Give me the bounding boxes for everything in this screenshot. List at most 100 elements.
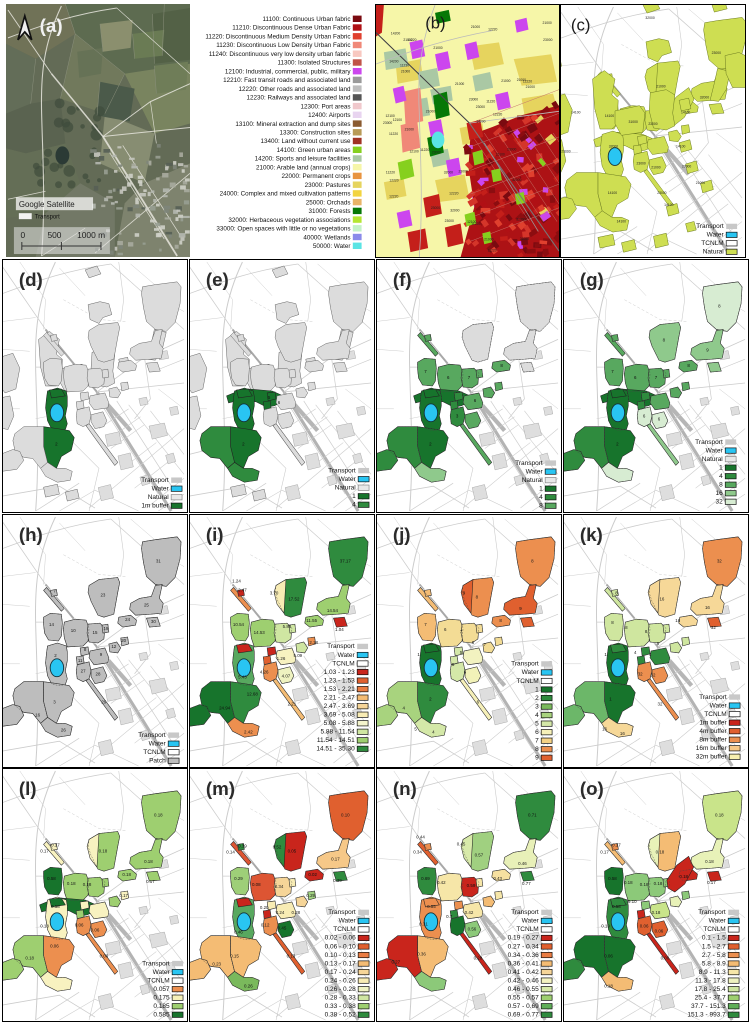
svg-text:23000: 23000 <box>476 105 485 109</box>
svg-text:Water: Water <box>338 652 356 659</box>
svg-text:5.88 - 11.54: 5.88 - 11.54 <box>320 729 355 736</box>
svg-text:0.27: 0.27 <box>391 959 400 964</box>
svg-text:Transport: Transport <box>511 661 539 668</box>
svg-text:11220: 11220 <box>389 132 398 136</box>
svg-text:0.31: 0.31 <box>419 922 428 927</box>
svg-text:4: 4 <box>539 494 543 501</box>
svg-text:12100: 12100 <box>467 220 476 224</box>
svg-text:Patch: Patch <box>149 758 166 765</box>
svg-text:8: 8 <box>500 363 503 368</box>
svg-text:0.29: 0.29 <box>306 893 315 898</box>
svg-text:0.19: 0.19 <box>601 924 610 929</box>
svg-text:23000: 23000 <box>459 169 468 173</box>
svg-text:14200: 14200 <box>391 32 400 36</box>
svg-text:11220: 11220 <box>488 248 497 252</box>
svg-text:7: 7 <box>535 737 539 744</box>
svg-text:0.17 - 0.24: 0.17 - 0.24 <box>325 969 356 976</box>
svg-text:TCNLM: TCNLM <box>147 977 169 984</box>
svg-text:6: 6 <box>643 414 646 419</box>
svg-text:Water: Water <box>522 669 540 676</box>
svg-text:11.54 - 14.51: 11.54 - 14.51 <box>317 737 355 744</box>
svg-text:12220: 12220 <box>493 113 502 117</box>
svg-text:32000: 32000 <box>450 208 459 212</box>
svg-text:23000: 23000 <box>469 98 478 102</box>
svg-text:0: 0 <box>20 230 25 240</box>
svg-text:3.70: 3.70 <box>270 590 279 595</box>
svg-text:5.43: 5.43 <box>238 675 247 680</box>
svg-text:8: 8 <box>615 590 618 595</box>
svg-text:23000: 23000 <box>431 206 440 210</box>
svg-text:0.10: 0.10 <box>628 899 637 904</box>
svg-text:0.45: 0.45 <box>278 926 287 931</box>
svg-text:11210: Discontinuous Dense Urb: 11210: Discontinuous Dense Urban Fabric <box>232 25 350 32</box>
svg-text:0.34: 0.34 <box>275 884 284 889</box>
svg-text:25.4 - 37.7: 25.4 - 37.7 <box>695 994 726 1001</box>
svg-text:11220: Discontinuous Medium De: 11220: Discontinuous Medium Density Urba… <box>205 33 350 40</box>
svg-text:11100: Continuous Urban fabric: 11100: Continuous Urban fabric <box>263 16 351 23</box>
svg-text:14.51 - 35.30: 14.51 - 35.30 <box>316 746 355 753</box>
svg-text:Water: Water <box>706 447 724 454</box>
svg-text:0.18: 0.18 <box>715 813 724 818</box>
svg-text:12.68: 12.68 <box>247 692 259 697</box>
svg-text:151.3 - 993.7: 151.3 - 993.7 <box>687 1012 726 1019</box>
svg-text:Natural: Natural <box>703 249 725 256</box>
svg-text:2: 2 <box>535 695 539 702</box>
svg-text:0.10 - 0.13: 0.10 - 0.13 <box>325 952 356 959</box>
svg-text:7: 7 <box>611 369 614 374</box>
svg-text:11220: 11220 <box>407 38 416 42</box>
svg-text:5: 5 <box>535 720 539 727</box>
svg-text:32: 32 <box>716 499 724 506</box>
svg-text:11300: Isolated Structures: 11300: Isolated Structures <box>277 60 350 67</box>
svg-text:4: 4 <box>402 705 405 710</box>
svg-text:7: 7 <box>424 369 427 374</box>
svg-text:0.08: 0.08 <box>252 882 261 887</box>
svg-text:8.9 - 11.3: 8.9 - 11.3 <box>699 969 726 976</box>
svg-text:0.29: 0.29 <box>234 876 243 881</box>
svg-text:29: 29 <box>101 699 106 704</box>
svg-text:9: 9 <box>535 755 539 762</box>
svg-text:(f): (f) <box>393 269 412 290</box>
svg-text:0.26 - 0.28: 0.26 - 0.28 <box>325 986 356 993</box>
svg-text:0.59: 0.59 <box>467 883 476 888</box>
svg-text:1.23 - 1.53: 1.23 - 1.53 <box>324 677 355 684</box>
svg-text:8: 8 <box>531 559 534 564</box>
svg-text:0.39: 0.39 <box>333 878 342 883</box>
svg-text:13400: Land without current us: 13400: Land without current use <box>261 138 351 145</box>
svg-text:1: 1 <box>352 493 356 500</box>
svg-text:6: 6 <box>474 398 477 403</box>
svg-text:25: 25 <box>144 602 149 607</box>
svg-text:0.18: 0.18 <box>705 859 714 864</box>
svg-text:0.28 - 0.33: 0.28 - 0.33 <box>325 994 356 1001</box>
svg-text:32: 32 <box>657 701 662 706</box>
svg-text:6: 6 <box>447 375 450 380</box>
svg-text:0.18: 0.18 <box>25 955 34 960</box>
svg-text:2: 2 <box>54 653 57 658</box>
svg-text:0.18: 0.18 <box>67 881 76 886</box>
svg-text:16: 16 <box>602 726 607 731</box>
svg-text:Transport: Transport <box>35 215 60 221</box>
svg-text:24: 24 <box>125 617 130 622</box>
svg-text:0.39: 0.39 <box>238 843 247 848</box>
svg-text:14100: 14100 <box>608 191 617 195</box>
svg-text:8: 8 <box>535 746 539 753</box>
svg-text:6: 6 <box>634 375 637 380</box>
svg-text:7: 7 <box>468 375 471 380</box>
svg-text:11220: 11220 <box>386 170 395 174</box>
svg-text:Water: Water <box>149 740 167 747</box>
svg-text:3: 3 <box>535 703 539 710</box>
svg-text:32: 32 <box>638 672 643 677</box>
svg-text:28: 28 <box>96 672 101 677</box>
svg-text:4.26: 4.26 <box>260 670 269 675</box>
svg-text:0.17: 0.17 <box>51 842 60 847</box>
svg-text:Google Satellite: Google Satellite <box>19 200 75 209</box>
svg-text:32000: 32000 <box>516 217 525 221</box>
svg-text:0.58: 0.58 <box>47 876 56 881</box>
svg-text:0.05: 0.05 <box>288 848 297 853</box>
svg-text:27: 27 <box>81 669 86 674</box>
svg-text:0.58: 0.58 <box>612 904 621 909</box>
svg-text:12220: Other roads and associa: 12220: Other roads and associated land <box>238 86 351 93</box>
svg-text:12: 12 <box>111 644 116 649</box>
svg-text:(j): (j) <box>393 524 411 545</box>
svg-text:2.21 - 2.47: 2.21 - 2.47 <box>324 694 355 701</box>
svg-text:1: 1 <box>535 686 539 693</box>
